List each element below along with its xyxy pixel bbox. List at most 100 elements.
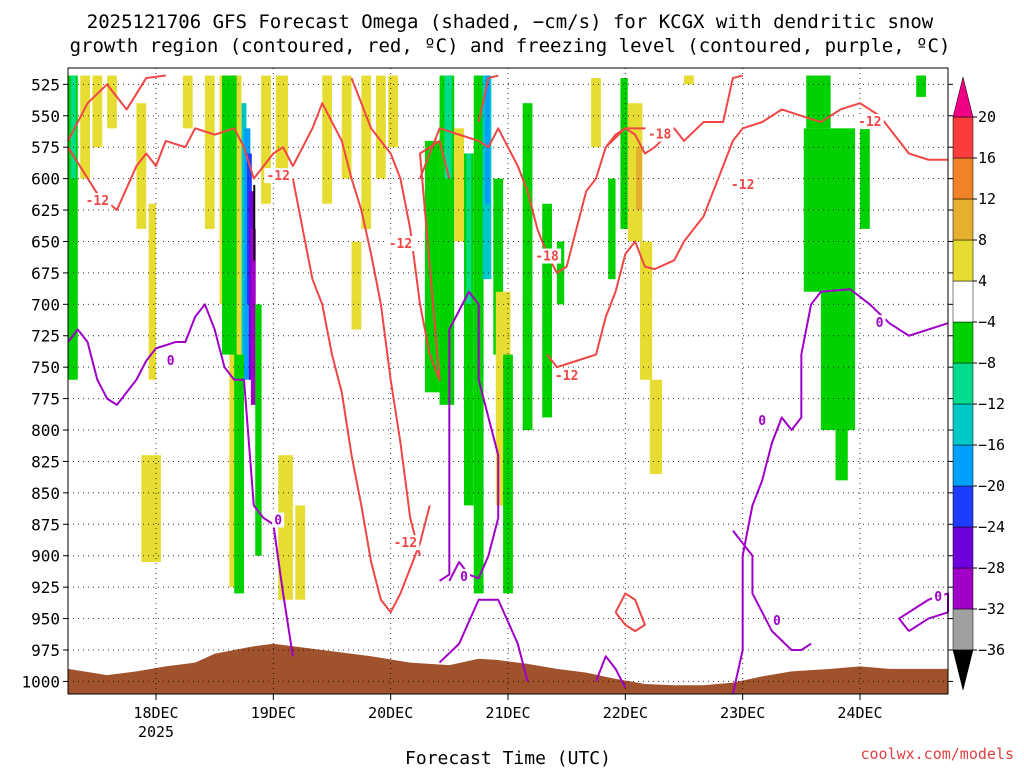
contour-label-bg-9-2 xyxy=(458,569,470,585)
colorbar-label-3: 8 xyxy=(978,231,987,249)
contour-label-bg-0-2 xyxy=(386,235,415,251)
contour-label-9-0: 0 xyxy=(167,354,175,369)
colorbar-label-11: −28 xyxy=(978,559,1005,577)
x-tick-label-23DEC: 23DEC xyxy=(720,704,765,722)
y-tick-label-875: 875 xyxy=(31,515,60,534)
y-tick-label-625: 625 xyxy=(31,201,60,220)
colorbar-label-6: −8 xyxy=(978,354,996,372)
omega-region-13 xyxy=(234,354,244,594)
y-tick-label-950: 950 xyxy=(31,610,60,629)
contour-label-bg-0-5 xyxy=(552,367,581,383)
omega-region-51 xyxy=(640,241,653,380)
colorbar-label-7: −12 xyxy=(978,395,1005,413)
x-tick-label-21DEC: 21DEC xyxy=(485,704,530,722)
y-tick-label-600: 600 xyxy=(31,170,60,189)
contour-label-0-5: -12 xyxy=(555,369,578,384)
colorbar-seg-4 xyxy=(952,444,974,487)
contour-label-bg-9-6 xyxy=(932,589,945,605)
omega-region-42 xyxy=(503,354,513,594)
contour-10 xyxy=(439,290,500,582)
omega-region-33 xyxy=(444,75,452,179)
colorbar-seg-12 xyxy=(952,116,974,159)
y-tick-label-575: 575 xyxy=(31,138,60,157)
contour-7 xyxy=(546,102,948,369)
contour-label-5-1: -18 xyxy=(648,128,672,143)
x-tick-sublabel-18DEC: 2025 xyxy=(138,723,174,741)
contour-label-bg-0-0 xyxy=(83,193,112,209)
omega-region-39 xyxy=(485,75,490,204)
colorbar-seg-8 xyxy=(952,280,974,323)
colorbar-bottom-arrow xyxy=(952,649,974,691)
x-tick-label-24DEC: 24DEC xyxy=(837,704,882,722)
contour-label-0-4: -12 xyxy=(731,178,754,193)
omega-region-43 xyxy=(522,103,533,431)
omega-region-60 xyxy=(860,128,870,229)
y-tick-label-900: 900 xyxy=(31,547,60,566)
contour-label-bg-9-0 xyxy=(164,352,177,368)
contour-label-9-6: 0 xyxy=(934,590,942,605)
omega-region-34 xyxy=(454,128,464,242)
contour-6 xyxy=(605,74,743,155)
omega-region-35 xyxy=(464,153,474,506)
omega-region-12 xyxy=(222,75,237,355)
colorbar-label-5: −4 xyxy=(978,313,996,331)
omega-region-1 xyxy=(70,75,76,179)
colorbar-seg-0 xyxy=(952,608,974,651)
contour-label-0-3: -12 xyxy=(394,536,417,551)
y-tick-label-975: 975 xyxy=(31,641,60,660)
colorbar-seg-3 xyxy=(952,485,974,528)
omega-region-9 xyxy=(204,75,215,229)
omega-region-53 xyxy=(684,75,694,85)
omega-region-36 xyxy=(466,153,472,305)
x-tick-label-22DEC: 22DEC xyxy=(603,704,648,722)
contour-label-9-1: 0 xyxy=(274,514,282,529)
omega-region-3 xyxy=(92,75,103,148)
colorbar-label-10: −24 xyxy=(978,518,1005,536)
omega-region-5 xyxy=(136,103,147,229)
contour-11 xyxy=(438,598,529,682)
contour-label-bg-9-1 xyxy=(272,512,285,528)
colorbar-seg-5 xyxy=(952,403,974,446)
omega-region-56 xyxy=(816,75,831,129)
omega-region-26 xyxy=(341,75,352,179)
contour-label-bg-0-6 xyxy=(855,114,884,130)
y-tick-label-525: 525 xyxy=(31,75,60,94)
colorbar-label-2: 12 xyxy=(978,190,996,208)
omega-region-58 xyxy=(820,285,856,431)
colorbar-label-13: −36 xyxy=(978,641,1005,659)
contour-label-0-6: -12 xyxy=(858,115,881,130)
omega-region-40 xyxy=(493,178,504,355)
omega-region-21 xyxy=(261,75,271,204)
contour-12 xyxy=(595,655,627,689)
y-tick-label-700: 700 xyxy=(31,295,60,314)
omega-region-48 xyxy=(620,78,628,229)
contour-label-bg-9-5 xyxy=(770,613,783,629)
contour-label-bg-9-3 xyxy=(756,413,769,429)
colorbar-seg-11 xyxy=(952,157,974,200)
contour-1 xyxy=(67,74,166,142)
colorbar-seg-7 xyxy=(952,321,974,364)
x-tick-label-20DEC: 20DEC xyxy=(368,704,413,722)
grid xyxy=(68,68,948,694)
y-tick-label-825: 825 xyxy=(31,452,60,471)
omega-region-28 xyxy=(361,75,372,229)
contour-label-bg-0-3 xyxy=(391,535,420,551)
y-tick-label-750: 750 xyxy=(31,358,60,377)
omega-region-59 xyxy=(835,430,848,481)
omega-region-4 xyxy=(107,75,117,129)
y-tick-label-725: 725 xyxy=(31,327,60,346)
omega-region-50 xyxy=(636,147,642,211)
contour-label-9-2: 0 xyxy=(460,570,468,585)
contour-0 xyxy=(67,102,421,556)
omega-region-7 xyxy=(141,455,161,563)
omega-region-24 xyxy=(295,505,306,600)
omega-region-47 xyxy=(608,178,616,280)
omega-region-30 xyxy=(388,75,398,148)
colorbar-label-9: −20 xyxy=(978,477,1005,495)
colorbar-label-12: −32 xyxy=(978,600,1005,618)
contour-8 xyxy=(614,592,646,633)
omega-region-6 xyxy=(148,203,156,380)
colorbar-label-0: 20 xyxy=(978,108,996,126)
contour-label-bg-5-0 xyxy=(533,248,562,264)
